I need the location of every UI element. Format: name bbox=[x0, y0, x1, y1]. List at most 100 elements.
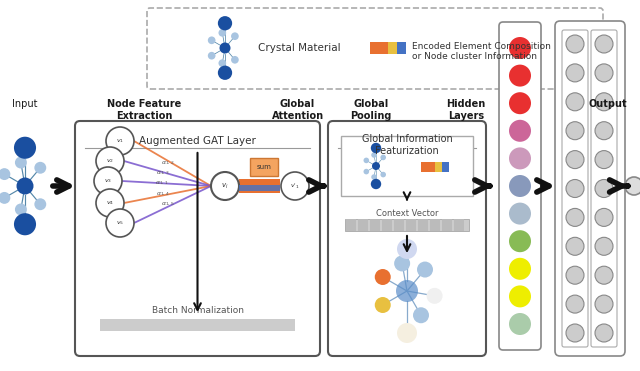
Circle shape bbox=[372, 162, 380, 170]
Text: Output: Output bbox=[589, 99, 627, 109]
Circle shape bbox=[231, 32, 239, 40]
Circle shape bbox=[595, 35, 613, 53]
Circle shape bbox=[595, 237, 613, 255]
Circle shape bbox=[14, 137, 36, 159]
Circle shape bbox=[218, 59, 226, 67]
Circle shape bbox=[375, 297, 391, 313]
Text: $v_2$: $v_2$ bbox=[106, 157, 114, 165]
Text: $\alpha_{1,5}$: $\alpha_{1,5}$ bbox=[161, 201, 174, 208]
Circle shape bbox=[35, 198, 46, 210]
Circle shape bbox=[371, 179, 381, 189]
Circle shape bbox=[0, 192, 10, 204]
Text: $\alpha_{1,3}$: $\alpha_{1,3}$ bbox=[156, 170, 169, 177]
Circle shape bbox=[509, 65, 531, 86]
Bar bbox=[435, 162, 442, 172]
Circle shape bbox=[595, 151, 613, 168]
Text: $v_4$: $v_4$ bbox=[106, 199, 114, 207]
Circle shape bbox=[96, 189, 124, 217]
Bar bbox=[406, 219, 416, 231]
Text: $v_i$: $v_i$ bbox=[221, 181, 228, 191]
Text: Hidden
Layers: Hidden Layers bbox=[446, 99, 486, 121]
Circle shape bbox=[595, 93, 613, 111]
Circle shape bbox=[364, 169, 369, 174]
Text: Global Information
Featurization: Global Information Featurization bbox=[362, 134, 452, 155]
Circle shape bbox=[371, 152, 377, 158]
Circle shape bbox=[211, 172, 239, 200]
Circle shape bbox=[566, 324, 584, 342]
Circle shape bbox=[417, 262, 433, 278]
Circle shape bbox=[397, 323, 417, 343]
Circle shape bbox=[509, 285, 531, 308]
Circle shape bbox=[566, 35, 584, 53]
Bar bbox=[454, 219, 464, 231]
Circle shape bbox=[595, 266, 613, 284]
Circle shape bbox=[394, 255, 410, 272]
Text: $\alpha_{1,2}$: $\alpha_{1,2}$ bbox=[161, 160, 174, 167]
Text: $v_3$: $v_3$ bbox=[104, 177, 112, 185]
Circle shape bbox=[595, 209, 613, 226]
Circle shape bbox=[231, 56, 239, 64]
Circle shape bbox=[106, 209, 134, 237]
Circle shape bbox=[427, 288, 443, 304]
Circle shape bbox=[566, 93, 584, 111]
Bar bbox=[358, 219, 368, 231]
Circle shape bbox=[509, 37, 531, 59]
Circle shape bbox=[0, 168, 10, 180]
Text: sum: sum bbox=[257, 164, 271, 170]
Text: Crystal Material: Crystal Material bbox=[258, 43, 340, 53]
Text: $v'_1$: $v'_1$ bbox=[290, 181, 300, 191]
Circle shape bbox=[509, 258, 531, 280]
Circle shape bbox=[14, 213, 36, 235]
Circle shape bbox=[96, 147, 124, 175]
Circle shape bbox=[15, 157, 27, 168]
Circle shape bbox=[281, 172, 309, 200]
Circle shape bbox=[371, 174, 377, 180]
FancyBboxPatch shape bbox=[562, 30, 588, 347]
Bar bbox=[421, 162, 435, 172]
Circle shape bbox=[509, 147, 531, 170]
Circle shape bbox=[371, 143, 381, 153]
Bar bbox=[100, 319, 295, 331]
Bar bbox=[250, 158, 278, 176]
Text: Augmented GAT Layer: Augmented GAT Layer bbox=[139, 136, 256, 146]
Circle shape bbox=[595, 122, 613, 140]
Circle shape bbox=[375, 269, 391, 285]
FancyBboxPatch shape bbox=[328, 121, 486, 356]
Text: Input: Input bbox=[12, 99, 37, 109]
Text: $v_1$: $v_1$ bbox=[116, 137, 124, 145]
Text: Context Vector: Context Vector bbox=[376, 209, 438, 218]
Text: $\alpha_{1,4}$: $\alpha_{1,4}$ bbox=[156, 191, 170, 198]
Circle shape bbox=[413, 307, 429, 323]
Text: Global
Attention: Global Attention bbox=[271, 99, 324, 121]
Circle shape bbox=[218, 29, 226, 37]
Bar bbox=[442, 162, 449, 172]
Circle shape bbox=[625, 177, 640, 195]
Circle shape bbox=[364, 158, 369, 163]
FancyBboxPatch shape bbox=[147, 8, 603, 89]
Circle shape bbox=[566, 237, 584, 255]
Bar bbox=[388, 42, 397, 54]
Circle shape bbox=[595, 324, 613, 342]
Circle shape bbox=[595, 295, 613, 313]
FancyBboxPatch shape bbox=[75, 121, 320, 356]
Circle shape bbox=[509, 92, 531, 114]
FancyBboxPatch shape bbox=[591, 30, 617, 347]
FancyBboxPatch shape bbox=[499, 22, 541, 350]
FancyBboxPatch shape bbox=[555, 21, 625, 356]
Circle shape bbox=[17, 177, 33, 194]
Bar bbox=[394, 219, 404, 231]
Circle shape bbox=[595, 180, 613, 197]
Circle shape bbox=[566, 151, 584, 168]
Circle shape bbox=[509, 120, 531, 142]
Circle shape bbox=[566, 266, 584, 284]
Circle shape bbox=[566, 122, 584, 140]
Text: $\alpha_{1,1}$: $\alpha_{1,1}$ bbox=[155, 180, 168, 187]
Circle shape bbox=[566, 180, 584, 197]
Circle shape bbox=[509, 313, 531, 335]
Circle shape bbox=[509, 203, 531, 224]
Circle shape bbox=[35, 162, 46, 174]
Bar bbox=[382, 219, 392, 231]
Bar bbox=[346, 219, 356, 231]
Text: Batch Normalization: Batch Normalization bbox=[152, 306, 243, 315]
Text: or Node cluster Information: or Node cluster Information bbox=[412, 52, 537, 61]
